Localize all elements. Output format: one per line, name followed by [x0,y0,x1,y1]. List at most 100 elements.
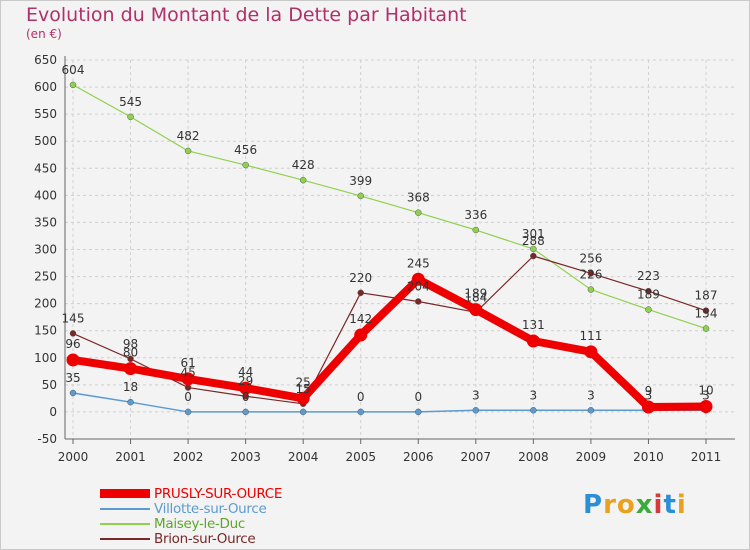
logo-letter: P [583,490,604,520]
data-point [69,389,77,397]
data-point [69,330,77,337]
y-tick-label: 400 [34,188,57,202]
data-point [469,303,483,317]
y-tick-label: 0 [49,405,57,419]
logo-letter: i [676,490,687,520]
data-point [702,325,710,332]
x-tick-label: 2003 [230,450,261,464]
data-point [69,81,77,89]
data-label: 226 [579,268,602,282]
data-label: 25 [296,375,311,389]
y-tick-label: 550 [34,107,57,121]
y-tick-label: 450 [34,161,57,175]
legend-item-prusly: PRUSLY-SUR-OURCE [100,486,282,502]
data-point [587,270,595,277]
data-label: 3 [472,388,480,402]
data-label: 0 [357,390,365,404]
x-tick-label: 2005 [345,450,376,464]
data-point [530,245,537,253]
data-label: 0 [242,390,250,404]
data-label: 189 [464,287,487,301]
data-label: 223 [637,269,660,283]
data-label: 145 [62,311,85,325]
data-label: 184 [464,290,487,304]
legend-label-villotte: Villotte-sur-Ource [154,500,267,517]
legend-label-maisey: Maisey-le-Duc [154,515,246,532]
x-tick-label: 2004 [288,450,319,464]
legend: PRUSLY-SUR-OURCE Villotte-sur-Ource Mais… [100,486,282,547]
data-label: 187 [695,289,718,303]
y-tick-label: 500 [34,134,57,148]
data-label: 44 [238,365,253,379]
data-point [584,345,598,359]
data-label: 0 [414,390,422,404]
y-tick-label: 600 [34,80,57,94]
legend-item-brion: Brion-sur-Ource [100,531,282,547]
x-tick-label: 2001 [115,450,146,464]
data-label: 0 [184,390,192,404]
data-label: 256 [579,251,602,265]
proxiti-logo: Proxiti [583,490,687,520]
legend-swatch-brion [100,537,150,540]
data-label: 368 [407,191,430,205]
legend-item-villotte: Villotte-sur-Ource [100,500,282,517]
data-label: 220 [349,271,372,285]
x-tick-label: 2002 [173,450,204,464]
x-tick-label: 2009 [576,450,607,464]
data-label: 96 [65,337,80,351]
x-tick-label: 2007 [461,450,492,464]
data-label: 98 [123,337,138,351]
y-tick-label: 350 [34,215,57,229]
data-label: 35 [65,371,80,385]
data-point [702,307,710,314]
series-line-1 [72,392,706,413]
y-tick-label: 650 [34,53,57,67]
data-point [357,289,364,297]
data-label: 131 [522,318,545,332]
data-label: 245 [407,256,430,270]
logo-letter: x [635,490,654,520]
data-point [184,147,192,155]
logo-letter: r [603,490,617,520]
logo-letter: i [653,490,664,520]
data-point [357,192,364,200]
data-point [181,372,195,386]
data-label: 288 [522,234,545,248]
data-label: 45 [180,366,195,380]
series-line-2 [72,84,707,330]
data-point [415,298,422,305]
data-point [645,306,652,313]
data-point [299,176,307,184]
data-label: 29 [238,374,253,388]
legend-item-maisey: Maisey-le-Duc [100,515,282,532]
logo-letter: t [663,490,677,520]
data-point [472,407,480,414]
data-label: 18 [123,380,138,394]
data-label: 154 [695,307,718,321]
data-point [699,400,713,414]
x-tick-label: 2010 [633,450,664,464]
data-label: 111 [579,329,602,343]
data-point [127,113,134,121]
data-label: 3 [702,388,710,402]
data-point [184,408,192,416]
data-point [242,161,249,169]
data-point [127,398,134,406]
data-point [127,355,134,363]
data-point [526,334,540,348]
legend-swatch-villotte [100,507,150,510]
data-label: 336 [464,208,487,222]
y-tick-label: 250 [34,270,57,284]
data-label: 9 [645,384,653,398]
data-label: 428 [292,158,315,172]
data-label: 399 [349,174,372,188]
y-tick-label: 300 [34,243,57,257]
data-point [472,226,480,234]
data-label: 10 [698,384,713,398]
data-label: 142 [349,312,372,326]
x-tick-label: 2011 [691,450,722,464]
data-point [415,408,422,416]
data-point [415,209,422,216]
data-point [411,272,425,286]
